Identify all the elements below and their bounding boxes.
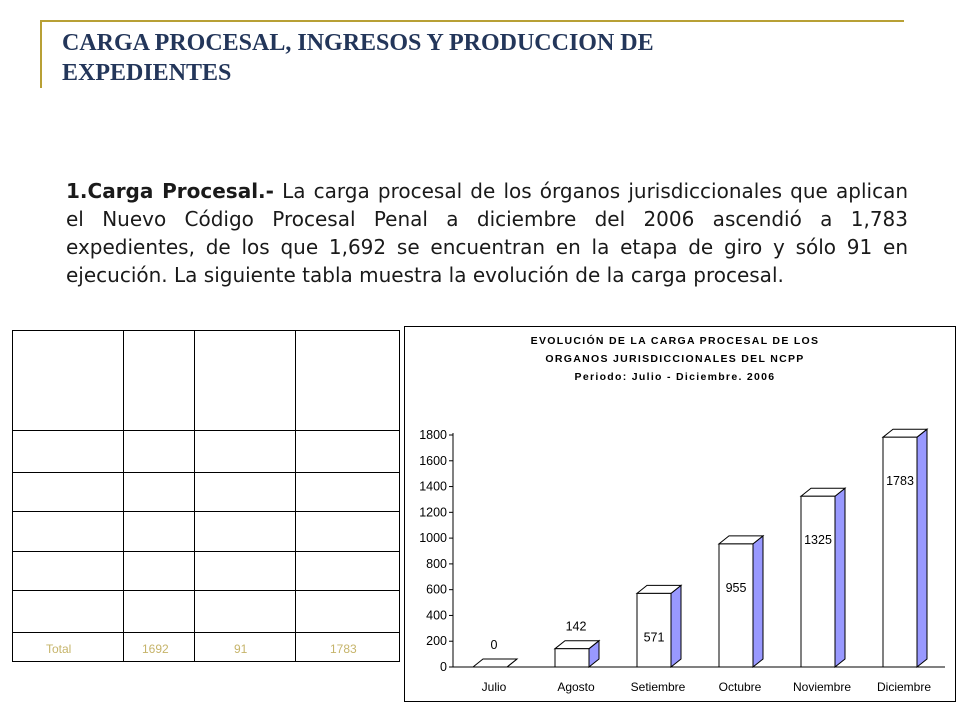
bar xyxy=(636,592,672,668)
table-footer-cell: 91 xyxy=(234,642,248,656)
slide-title: CARGA PROCESAL, INGRESOS Y PRODUCCION DE… xyxy=(62,30,654,86)
table-row-divider xyxy=(13,511,399,512)
bar xyxy=(718,543,754,668)
bar-data-label: 955 xyxy=(726,581,747,595)
bar-side xyxy=(916,428,928,669)
chart-title-line: EVOLUCIÓN DE LA CARGA PROCESAL DE LOS xyxy=(531,334,820,347)
table-row-divider xyxy=(13,632,399,633)
table-row-divider xyxy=(13,551,399,552)
bar-data-label: 0 xyxy=(491,638,498,652)
carga-table xyxy=(12,330,400,662)
y-tick-label: 1000 xyxy=(419,531,447,545)
bar-side xyxy=(670,584,682,669)
y-tick-label: 200 xyxy=(426,634,447,648)
y-tick-label: 1200 xyxy=(419,505,447,519)
table-col-divider xyxy=(194,331,195,661)
y-tick-label: 0 xyxy=(440,660,447,674)
y-tick-label: 800 xyxy=(426,557,447,571)
table-row-divider xyxy=(13,472,399,473)
bar-data-label: 1325 xyxy=(804,533,832,547)
table-row-divider xyxy=(13,430,399,431)
bar-side xyxy=(834,487,846,669)
x-tick-label: Julio xyxy=(482,680,507,694)
y-tick-label: 1800 xyxy=(419,428,447,442)
y-tick-label: 1400 xyxy=(419,480,447,494)
table-footer-cell: Total xyxy=(46,642,72,656)
chart-title-line: ORGANOS JURISDICCIONALES DEL NCPP xyxy=(545,353,804,365)
bar xyxy=(554,648,590,668)
header-rule-top xyxy=(40,20,904,22)
paragraph-lead: 1.Carga Procesal.- xyxy=(66,179,274,203)
y-tick-label: 1600 xyxy=(419,454,447,468)
chart-frame: EVOLUCIÓN DE LA CARGA PROCESAL DE LOS ORG… xyxy=(404,326,956,702)
bar-data-label: 1783 xyxy=(886,474,914,488)
bar-top xyxy=(471,658,519,668)
table-col-divider xyxy=(123,331,124,661)
bar xyxy=(882,436,918,668)
bar xyxy=(800,495,836,668)
y-tick-label: 600 xyxy=(426,583,447,597)
bar-side xyxy=(752,534,764,669)
body-paragraph: 1.Carga Procesal.- La carga procesal de … xyxy=(66,177,908,289)
table-footer-cell: 1783 xyxy=(330,642,357,656)
x-tick-label: Setiembre xyxy=(631,680,686,694)
bar-chart: EVOLUCIÓN DE LA CARGA PROCESAL DE LOS ORG… xyxy=(419,334,945,694)
table-footer-cell: 1692 xyxy=(142,642,169,656)
y-tick-label: 400 xyxy=(426,608,447,622)
header-rule-left xyxy=(40,20,42,88)
x-tick-label: Noviembre xyxy=(793,680,851,694)
x-tick-label: Agosto xyxy=(557,680,595,694)
x-tick-label: Octubre xyxy=(719,680,762,694)
chart-title-line: Periodo: Julio - Diciembre. 2006 xyxy=(575,371,776,383)
table-row-divider xyxy=(13,590,399,591)
bar-data-label: 142 xyxy=(566,620,587,634)
table-col-divider xyxy=(295,331,296,661)
paragraph-text: La carga procesal de los órganos jurisdi… xyxy=(66,179,909,287)
x-tick-label: Diciembre xyxy=(877,680,931,694)
bar-data-label: 571 xyxy=(644,630,665,644)
